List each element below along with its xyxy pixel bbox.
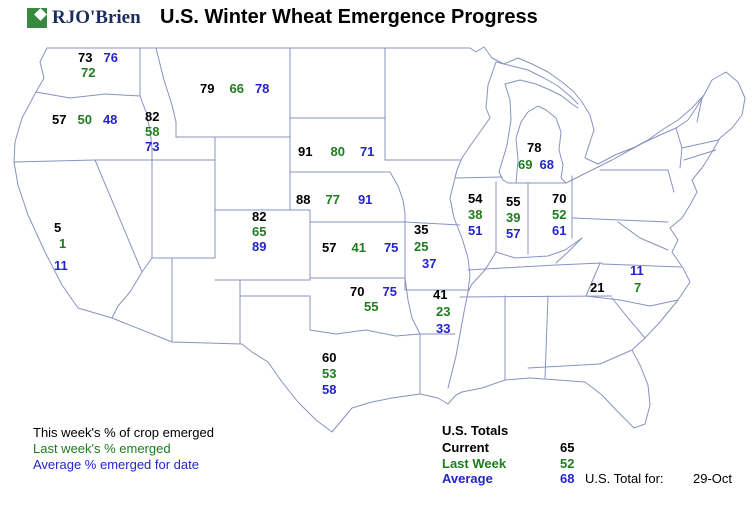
state-values-ohio: 70 52 61	[552, 191, 566, 239]
mi-average: 68	[539, 157, 554, 172]
us-map-borders	[13, 46, 746, 433]
page-title: U.S. Winter Wheat Emergence Progress	[160, 6, 538, 28]
oh-lastweek: 52	[552, 207, 567, 222]
state-values-colorado: 82 65 89	[252, 209, 266, 254]
id-current: 82	[145, 109, 160, 124]
legend-lastweek: Last week's % emerged	[33, 441, 171, 456]
totals-average-value: 68	[560, 471, 575, 486]
state-values-oregon: 57 50 48	[52, 112, 117, 127]
ar-current: 41	[433, 287, 448, 302]
tx-current: 60	[322, 350, 337, 365]
mo-current: 35	[414, 222, 429, 237]
ar-lastweek: 23	[436, 304, 451, 319]
or-lastweek: 50	[77, 112, 92, 127]
rjo-logo-text: RJO'Brien	[52, 7, 141, 28]
tx-lastweek: 53	[322, 366, 337, 381]
state-values-north-carolina-lastweek: 7	[634, 280, 641, 295]
state-values-nebraska: 88 77 91	[296, 192, 372, 207]
mi-lastweek: 69	[518, 157, 533, 172]
wa-lastweek: 72	[81, 65, 96, 80]
ok-average: 75	[382, 284, 397, 299]
state-values-illinois: 54 38 51	[468, 191, 482, 239]
totals-average-label: Average	[442, 471, 493, 486]
totals-average-row: Average 68	[442, 471, 574, 486]
oh-average: 61	[552, 223, 567, 238]
ne-current: 88	[296, 192, 311, 207]
mi-current: 78	[527, 140, 542, 155]
state-values-texas: 60 53 58	[322, 350, 336, 398]
ca-current: 5	[54, 220, 62, 235]
co-average: 89	[252, 239, 267, 254]
report-date-row: U.S. Total for: 29-Oct	[585, 471, 732, 486]
ca-lastweek: 1	[59, 236, 67, 251]
state-values-california: 5 1 11	[54, 220, 68, 274]
oh-current: 70	[552, 191, 567, 206]
mo-lastweek: 25	[414, 239, 429, 254]
in-average: 57	[506, 226, 521, 241]
state-values-north-carolina-current: 21	[590, 280, 604, 295]
state-values-oklahoma: 70 75 55	[350, 284, 397, 314]
nc-lastweek: 7	[634, 280, 642, 295]
ks-current: 57	[322, 240, 337, 255]
legend-current: This week's % of crop emerged	[33, 425, 214, 440]
mt-average: 78	[254, 81, 270, 96]
rjo-brien-logo: RJO'Brien	[27, 7, 141, 29]
or-current: 57	[52, 112, 67, 127]
totals-lastweek-row: Last Week 52	[442, 456, 574, 471]
state-values-indiana: 55 39 57	[506, 194, 520, 242]
ne-lastweek: 77	[325, 192, 340, 207]
state-values-michigan: 78 69 68	[518, 139, 554, 173]
il-average: 51	[468, 223, 483, 238]
state-values-arkansas: 41 23 33	[433, 286, 450, 337]
totals-lastweek-label: Last Week	[442, 456, 507, 471]
mt-current: 79	[200, 81, 215, 96]
mo-average: 37	[422, 256, 437, 271]
state-values-montana: 79 66 78	[200, 81, 269, 96]
totals-current-label: Current	[442, 440, 489, 455]
ca-average: 11	[54, 258, 68, 273]
id-average: 73	[145, 139, 160, 154]
state-values-idaho: 82 58 73	[145, 109, 159, 154]
totals-current-value: 65	[560, 440, 575, 455]
wa-current: 73	[78, 50, 93, 65]
mt-lastweek: 66	[229, 81, 244, 96]
nc-average: 11	[630, 263, 644, 278]
state-values-missouri: 35 25 37	[414, 221, 436, 272]
co-current: 82	[252, 209, 267, 224]
il-current: 54	[468, 191, 483, 206]
wa-average: 76	[103, 50, 118, 65]
report-date-value: 29-Oct	[693, 471, 733, 486]
sd-current: 91	[298, 144, 313, 159]
ar-average: 33	[436, 321, 451, 336]
tx-average: 58	[322, 382, 337, 397]
co-lastweek: 65	[252, 224, 267, 239]
state-values-north-carolina-average: 11	[630, 263, 644, 278]
rjo-logo-icon	[27, 8, 47, 28]
or-average: 48	[102, 112, 118, 127]
report-date-label: U.S. Total for:	[585, 471, 664, 486]
totals-heading: U.S. Totals	[442, 423, 509, 438]
in-current: 55	[506, 194, 521, 209]
ok-lastweek: 55	[364, 299, 379, 314]
ks-lastweek: 41	[351, 240, 366, 255]
sd-average: 71	[359, 144, 375, 159]
nc-current: 21	[590, 280, 605, 295]
il-lastweek: 38	[468, 207, 483, 222]
legend-average: Average % emerged for date	[33, 457, 199, 472]
state-values-kansas: 57 41 75	[322, 240, 398, 255]
totals-current-row: Current 65	[442, 440, 574, 455]
ks-average: 75	[383, 240, 399, 255]
state-values-washington: 73 76 72	[78, 50, 118, 80]
sd-lastweek: 80	[330, 144, 345, 159]
totals-lastweek-value: 52	[560, 456, 575, 471]
ok-current: 70	[350, 284, 365, 299]
id-lastweek: 58	[145, 124, 160, 139]
state-values-south-dakota: 91 80 71	[298, 144, 374, 159]
ne-average: 91	[357, 192, 373, 207]
in-lastweek: 39	[506, 210, 521, 225]
